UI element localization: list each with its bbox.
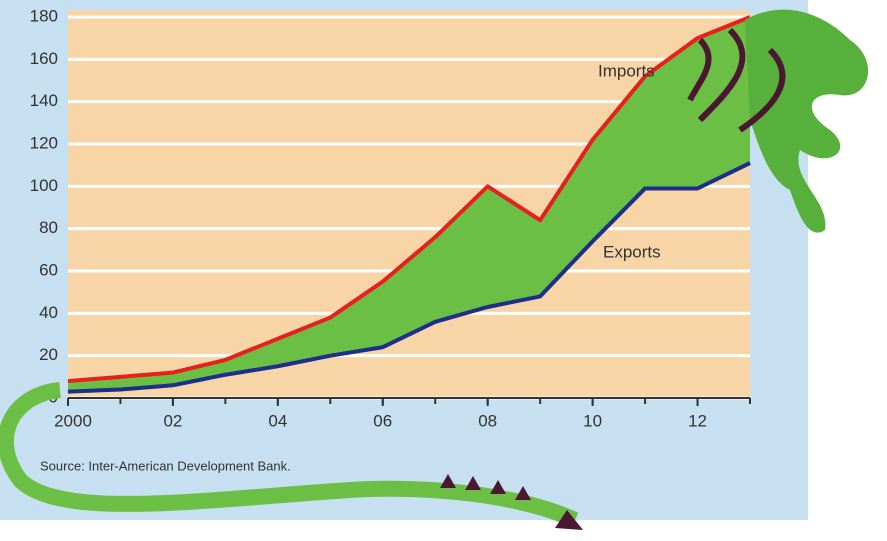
y-tick-label: 180 xyxy=(30,6,58,25)
y-tick-label: 40 xyxy=(39,303,58,322)
series-line xyxy=(67,15,751,384)
x-tick-label: 2000 xyxy=(54,411,92,430)
y-tick-label: 100 xyxy=(30,176,58,195)
source: Source: Inter-American Development Bank. xyxy=(40,458,291,473)
series-line xyxy=(67,161,751,394)
y-tick-label: 160 xyxy=(30,49,58,68)
y-tick-label: 140 xyxy=(30,91,58,110)
dragon-tail xyxy=(0,382,579,528)
exports-label: Exports xyxy=(603,242,661,261)
dragon-spikes xyxy=(440,474,583,530)
x-tick-label: 08 xyxy=(478,411,497,430)
dragon-mane xyxy=(687,27,786,133)
fill-between xyxy=(68,17,750,392)
y-tick-label: 20 xyxy=(39,345,58,364)
x-tick-label: 12 xyxy=(688,411,707,430)
imports-label: Imports xyxy=(598,61,655,80)
x-tick-label: 02 xyxy=(163,411,182,430)
y-tick-label: 60 xyxy=(39,260,58,279)
dragon-head xyxy=(745,9,869,233)
x-tick-label: 10 xyxy=(583,411,602,430)
x-tick-label: 06 xyxy=(373,411,392,430)
y-tick-label: 120 xyxy=(30,133,58,152)
x-tick-label: 04 xyxy=(268,411,287,430)
y-tick-label: 80 xyxy=(39,218,58,237)
